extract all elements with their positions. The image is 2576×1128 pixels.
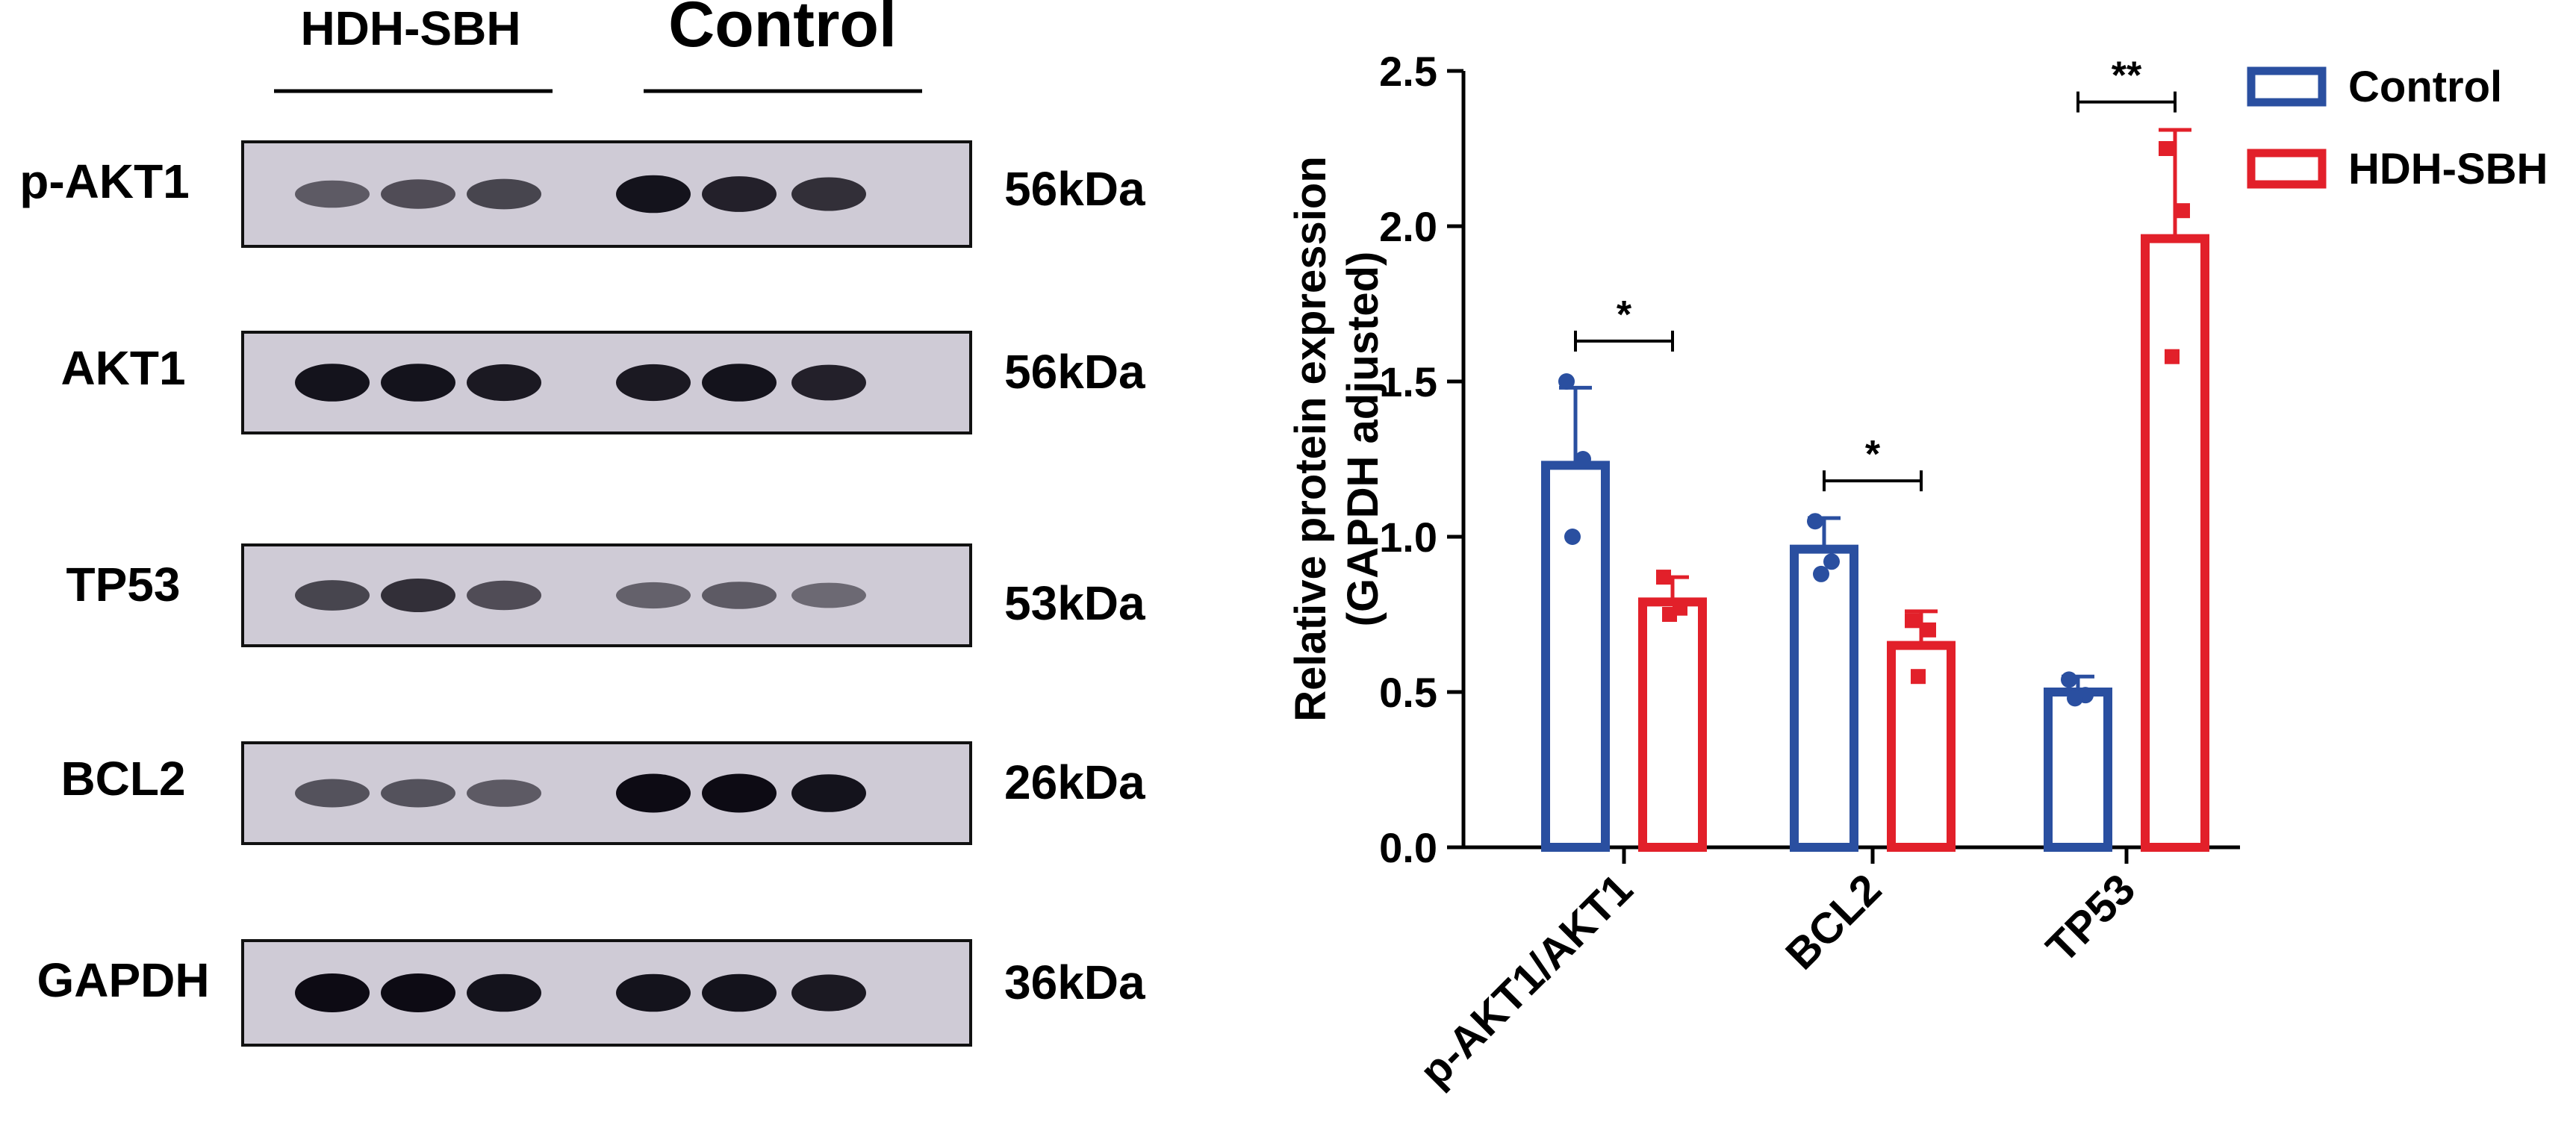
blot-band xyxy=(791,582,866,608)
bar-control xyxy=(1541,461,1610,852)
blot-band xyxy=(702,582,777,609)
blot-band xyxy=(616,175,691,214)
data-point xyxy=(1921,622,1936,638)
blot-band xyxy=(467,178,541,210)
protein-label: p-AKT1 xyxy=(19,155,190,208)
blot-band xyxy=(702,364,777,402)
protein-label: GAPDH xyxy=(37,953,209,1007)
blot-band xyxy=(381,579,455,612)
blot-band xyxy=(467,364,541,402)
bars xyxy=(1541,128,2209,852)
data-point xyxy=(1911,669,1926,685)
blot-band xyxy=(616,364,691,402)
y-tick-label: 0.5 xyxy=(1379,669,1437,716)
blot-band xyxy=(702,176,777,212)
data-point xyxy=(1558,373,1575,390)
significance-marker: * xyxy=(1617,293,1632,337)
protein-label: TP53 xyxy=(66,558,181,611)
blot-band xyxy=(467,779,541,807)
data-point xyxy=(2159,141,2174,156)
y-tick-label: 0.0 xyxy=(1379,824,1437,871)
blot-band xyxy=(616,582,691,609)
blot-band xyxy=(791,974,866,1012)
molecular-weight-label: 56kDa xyxy=(1004,162,1145,216)
data-point xyxy=(2175,203,2190,219)
y-tick-label: 2.0 xyxy=(1379,203,1437,250)
y-axis-title-line-1: Relative protein expression xyxy=(1287,156,1335,721)
legend-label-hdh-sbh: HDH-SBH xyxy=(2348,145,2548,193)
y-tick-label: 1.0 xyxy=(1379,514,1437,561)
y-axis: 0.0 0.5 1.0 1.5 2.0 2.5 xyxy=(1379,48,1466,871)
blot-band xyxy=(467,973,541,1012)
data-point xyxy=(1656,570,1671,585)
y-axis-title: Relative protein expression (GAPDH adjus… xyxy=(1287,156,1387,721)
legend: Control HDH-SBH xyxy=(2247,63,2548,193)
legend-label-control: Control xyxy=(2348,63,2502,111)
molecular-weight-label: 36kDa xyxy=(1004,956,1145,1009)
blot-band xyxy=(295,180,370,208)
bar-control xyxy=(1790,544,1858,852)
y-tick-label: 2.5 xyxy=(1379,48,1437,95)
data-point xyxy=(1575,451,1591,467)
legend-swatch-hdh-sbh xyxy=(2247,149,2327,189)
legend-swatch-control xyxy=(2247,66,2327,107)
blot-band xyxy=(791,774,866,812)
blot-band xyxy=(616,973,691,1012)
data-point xyxy=(1662,607,1677,622)
bar-hdh-sbh xyxy=(1887,641,1956,852)
data-point xyxy=(2061,671,2077,688)
blot-band xyxy=(295,973,370,1012)
data-point xyxy=(1807,513,1823,530)
western-blot-panel: HDH-SBH Control p-AKT1 56kDa AKT1 56kDa TP53… xyxy=(19,0,1145,1047)
molecular-weight-label: 56kDa xyxy=(1004,345,1145,399)
data-point xyxy=(1823,553,1840,570)
group-label-control: Control xyxy=(668,0,897,60)
blot-band xyxy=(295,580,370,611)
molecular-weight-label: 53kDa xyxy=(1004,576,1145,630)
bar-hdh-sbh xyxy=(2141,234,2209,852)
blot-band xyxy=(381,364,455,402)
data-point xyxy=(2067,690,2083,707)
blot-band xyxy=(295,779,370,808)
x-axis: p-AKT1/AKT1 BCL2 TP53 xyxy=(1410,845,2240,1096)
y-axis-title-line-2: (GAPDH adjusted) xyxy=(1339,252,1387,627)
protein-label: AKT1 xyxy=(60,341,185,395)
bar-hdh-sbh xyxy=(1638,597,1707,852)
molecular-weight-label: 26kDa xyxy=(1004,755,1145,809)
significance-brackets: **** xyxy=(1574,54,2177,492)
blot-band xyxy=(702,973,777,1012)
blot-band xyxy=(295,364,370,402)
x-tick-label: BCL2 xyxy=(1776,864,1891,979)
blot-band xyxy=(791,177,866,211)
x-tick-label: p-AKT1/AKT1 xyxy=(1410,864,1642,1096)
data-point xyxy=(1905,613,1920,629)
group-label-hdh-sbh: HDH-SBH xyxy=(300,1,520,55)
bar-control xyxy=(2044,688,2112,852)
blot-band xyxy=(791,364,866,401)
blot-band xyxy=(381,973,455,1012)
blot-band xyxy=(616,773,691,813)
data-point xyxy=(1813,565,1829,582)
x-tick-label: TP53 xyxy=(2037,864,2144,972)
significance-marker: * xyxy=(1865,433,1881,476)
bar-chart: Relative protein expression (GAPDH adjus… xyxy=(1287,48,2548,1096)
significance-marker: ** xyxy=(2112,54,2142,98)
protein-label: BCL2 xyxy=(60,752,185,806)
blot-band xyxy=(381,779,455,808)
blot-band xyxy=(467,580,541,611)
data-point xyxy=(1564,529,1581,545)
data-point xyxy=(2165,349,2180,364)
blot-band xyxy=(702,773,777,813)
blot-band xyxy=(381,179,455,209)
y-tick-label: 1.5 xyxy=(1379,358,1437,405)
